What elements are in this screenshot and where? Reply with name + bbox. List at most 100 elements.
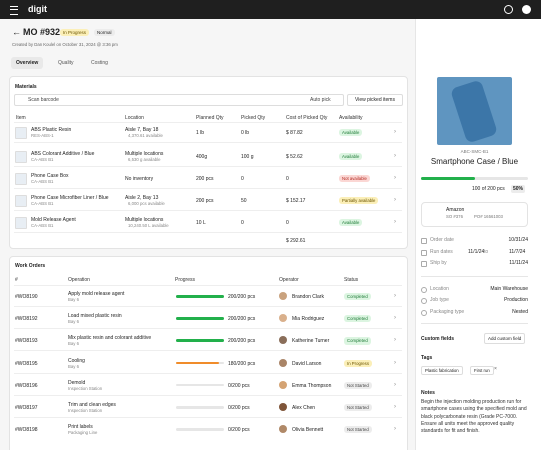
item-sku: CA-ABS B1	[31, 157, 54, 162]
row-chevron[interactable]: ›	[394, 129, 396, 135]
location: Aisle 7, Bay 18	[125, 127, 159, 133]
view-picked-button[interactable]: View picked items	[347, 94, 403, 106]
row-divider	[14, 188, 402, 189]
customer-so: SO #376	[446, 214, 463, 219]
tab[interactable]: Overview	[11, 57, 44, 69]
column-header: Operator	[279, 277, 299, 283]
field-label: Run dates	[430, 249, 453, 255]
operation: Apply mold release agent	[68, 291, 125, 297]
customer-po: PO# 16561003	[474, 214, 503, 219]
row-divider	[14, 166, 402, 167]
row-chevron[interactable]: ›	[394, 153, 396, 159]
row-divider	[14, 232, 402, 233]
avatar	[279, 380, 287, 389]
planned-qty: 400g	[196, 154, 208, 160]
field-value: Production	[504, 297, 528, 303]
progress-fill	[176, 295, 224, 298]
field-icon	[421, 250, 427, 256]
progress-label: 200/200 pcs	[228, 316, 256, 323]
settings-icon[interactable]	[504, 5, 513, 14]
station: Bay 6	[68, 363, 79, 369]
field-value: 11/1/24	[468, 249, 485, 255]
operation: Mix plastic resin and colorant additive	[68, 335, 152, 342]
field-icon	[421, 238, 427, 244]
status-badge: Completed	[344, 337, 371, 345]
notes-title: Notes	[421, 390, 435, 396]
back-arrow[interactable]: ←	[12, 27, 21, 37]
row-chevron[interactable]: ›	[394, 426, 396, 433]
status-badge: Not Started	[344, 381, 372, 389]
row-chevron[interactable]: ›	[394, 293, 396, 299]
column-header: Planned Qty	[196, 115, 224, 121]
priority-badge: Normal	[94, 29, 115, 37]
column-header: Cost of Picked Qty	[286, 115, 328, 121]
progress-label: 0/200 pcs	[228, 427, 250, 434]
operation: Demold	[68, 379, 86, 386]
avatar	[279, 292, 287, 300]
operator: Katherine Turner	[292, 338, 330, 345]
row-chevron[interactable]: ›	[394, 359, 396, 366]
avatar	[279, 336, 287, 345]
status-badge: Completed	[344, 293, 371, 301]
customer-name: Amazon	[446, 207, 465, 213]
header-divider	[14, 122, 402, 123]
auto-pick[interactable]: Auto pick	[310, 97, 331, 103]
search-box[interactable]	[14, 94, 344, 106]
operator: Olivia Bennett	[292, 427, 324, 434]
divider	[421, 323, 528, 324]
cost: 0	[286, 176, 289, 182]
location: Aisle 2, Bay 13	[125, 195, 159, 201]
operation: Trim and clean edges	[68, 402, 116, 408]
status-badge: Completed	[344, 315, 371, 323]
row-chevron[interactable]: ›	[394, 381, 396, 388]
row-chevron[interactable]: ›	[394, 175, 396, 181]
item-name: Mold Release Agent	[31, 217, 76, 223]
cost: $ 52.62	[286, 154, 303, 160]
row-chevron[interactable]: ›	[394, 197, 396, 203]
notes-text: Begin the injection molding production r…	[421, 399, 527, 434]
column-header: Picked Qty	[241, 115, 266, 121]
tab[interactable]: Costing	[91, 60, 108, 66]
row-divider	[14, 142, 402, 143]
avatar	[279, 403, 287, 411]
picked-qty: 0	[241, 220, 244, 226]
header-divider	[14, 285, 402, 286]
progress-label: 200/200 pcs	[228, 338, 256, 345]
row-chevron[interactable]: ›	[394, 315, 396, 322]
tab[interactable]: Quality	[58, 60, 74, 66]
planned-qty: 200 pcs	[196, 198, 214, 204]
column-header: Operation	[68, 277, 90, 283]
tag-remove[interactable]: ×	[494, 366, 497, 372]
customer-card[interactable]	[421, 202, 528, 227]
cost: 0	[286, 220, 289, 226]
info-icon[interactable]	[522, 5, 531, 14]
operator: Alex Chen	[292, 405, 316, 411]
station: Bay 6	[68, 297, 79, 302]
row-chevron[interactable]: ›	[394, 404, 396, 410]
item-name: ABS Colorant Additive / Blue	[31, 151, 95, 157]
tag[interactable]: First run	[470, 366, 494, 376]
operation: Cooling	[68, 357, 85, 364]
row-divider	[14, 328, 402, 330]
planned-qty: 10 L	[196, 220, 206, 226]
field-label: Ship by	[430, 260, 447, 266]
station: Bay 6	[68, 319, 79, 325]
progress-fill	[176, 361, 220, 365]
location: No inventory	[125, 176, 154, 182]
item-sku: CA-ABS B1	[31, 179, 54, 184]
status-badge: In Progress	[344, 359, 372, 367]
availability-badge: Available	[339, 153, 363, 161]
row-chevron[interactable]: ›	[394, 219, 396, 225]
avatar	[279, 358, 287, 367]
field-icon	[421, 287, 427, 293]
location: Multiple locations	[125, 217, 164, 223]
logo[interactable]: digit	[28, 4, 47, 14]
tag[interactable]: Plastic fabrication	[421, 366, 463, 376]
row-chevron[interactable]: ›	[394, 337, 396, 344]
add-custom-field-button[interactable]: Add custom field	[484, 333, 526, 345]
progress-track	[176, 383, 224, 387]
item-thumb	[15, 217, 27, 229]
menu-icon[interactable]	[10, 6, 18, 15]
item-sku: CA-ABS B1	[31, 223, 54, 228]
wo-id: #WO8190	[15, 294, 38, 300]
